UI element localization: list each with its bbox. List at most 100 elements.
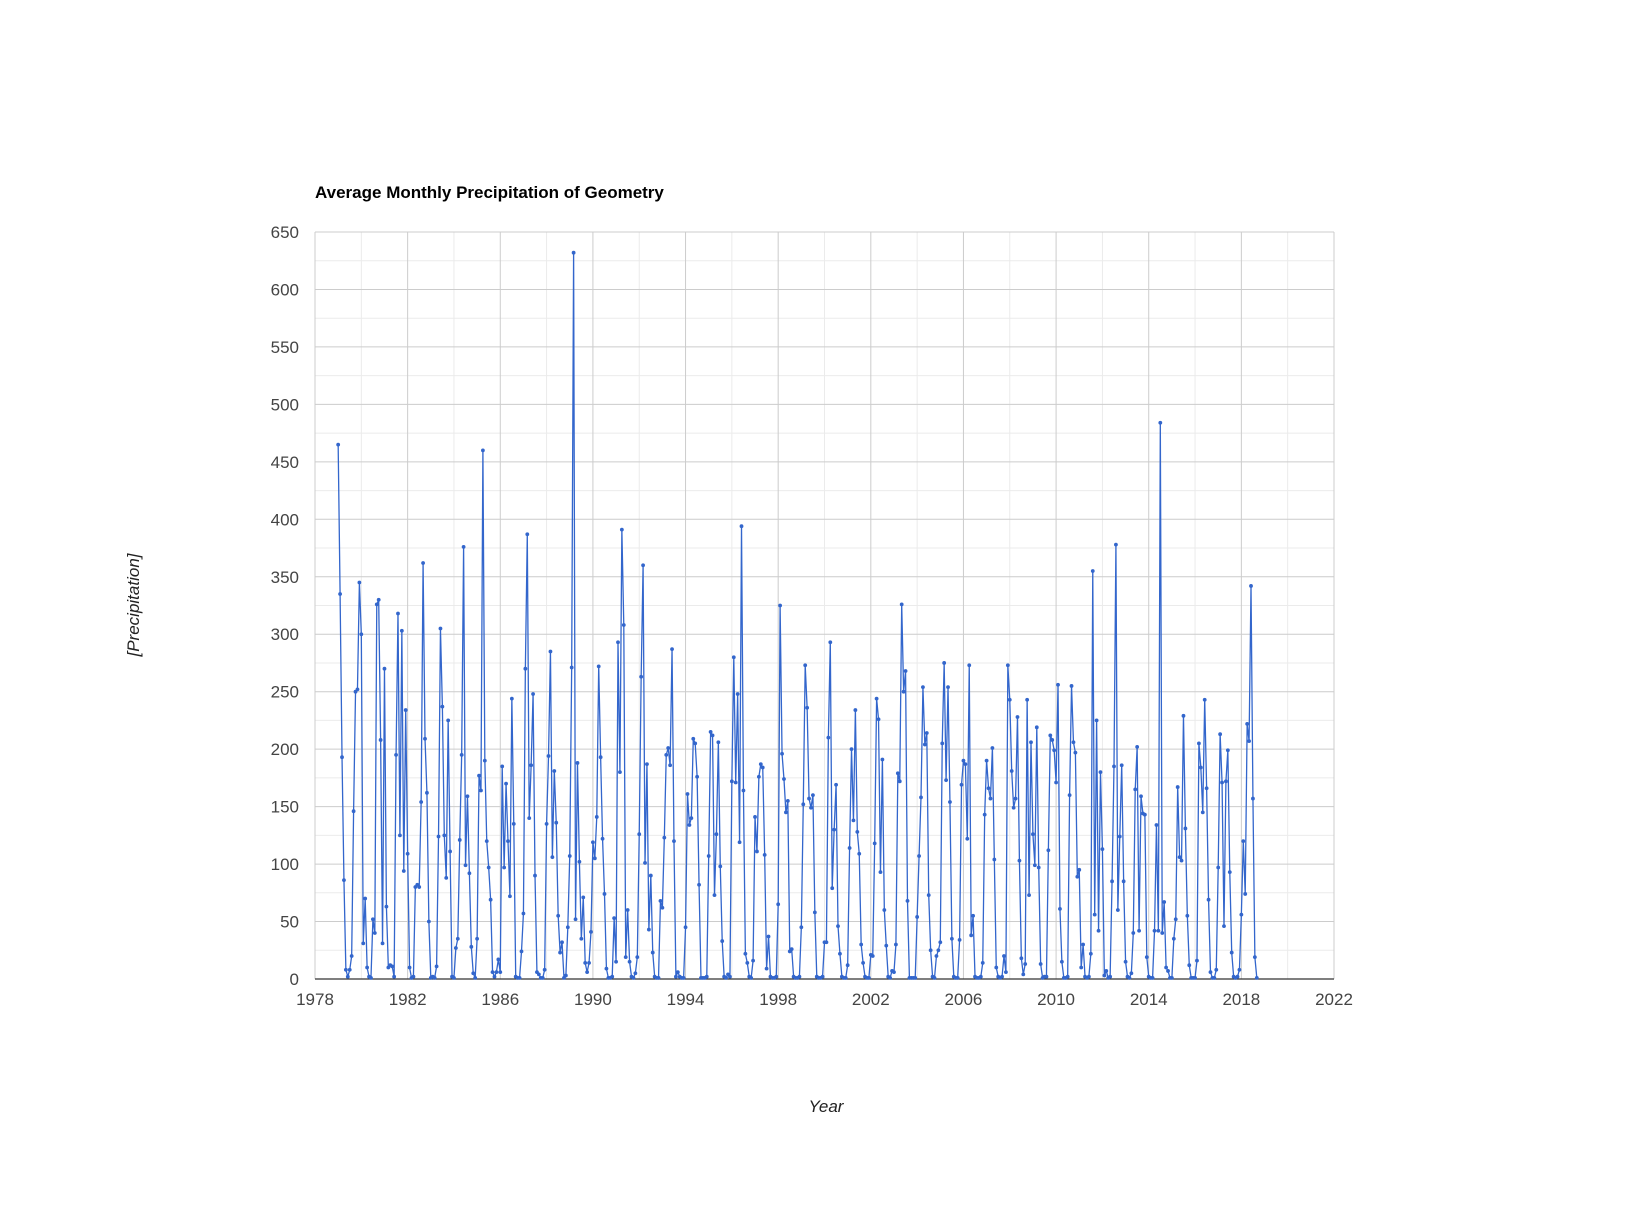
data-point[interactable] — [716, 740, 721, 745]
data-point[interactable] — [619, 527, 624, 532]
data-point[interactable] — [1013, 796, 1018, 801]
data-point[interactable] — [876, 717, 881, 722]
data-point[interactable] — [1235, 974, 1240, 979]
data-point[interactable] — [398, 833, 402, 838]
data-point[interactable] — [504, 781, 508, 786]
data-point[interactable] — [600, 836, 605, 841]
data-point[interactable] — [1150, 975, 1155, 980]
data-point[interactable] — [1237, 967, 1242, 972]
data-point[interactable] — [550, 855, 555, 860]
data-point[interactable] — [1087, 974, 1091, 979]
data-point[interactable] — [1239, 912, 1244, 917]
data-point[interactable] — [635, 955, 640, 960]
data-point[interactable] — [832, 827, 837, 832]
data-point[interactable] — [1038, 962, 1043, 966]
data-point[interactable] — [764, 966, 769, 971]
data-point[interactable] — [894, 942, 898, 947]
data-point[interactable] — [1142, 812, 1147, 817]
data-point[interactable] — [637, 832, 642, 837]
data-point[interactable] — [695, 774, 700, 779]
data-point[interactable] — [405, 851, 410, 856]
data-point[interactable] — [1204, 786, 1209, 791]
data-point[interactable] — [681, 975, 686, 980]
data-point[interactable] — [345, 974, 350, 979]
data-point[interactable] — [1108, 974, 1113, 979]
data-point[interactable] — [392, 974, 397, 979]
data-point[interactable] — [990, 746, 995, 750]
data-point[interactable] — [1195, 958, 1199, 963]
data-point[interactable] — [1169, 975, 1174, 980]
data-point[interactable] — [737, 840, 742, 845]
data-point[interactable] — [1160, 931, 1165, 935]
data-point[interactable] — [440, 704, 445, 709]
data-point[interactable] — [621, 623, 626, 627]
data-point[interactable] — [870, 954, 875, 958]
data-point[interactable] — [648, 873, 653, 878]
data-point[interactable] — [992, 857, 997, 862]
data-point[interactable] — [706, 854, 711, 858]
data-point[interactable] — [496, 957, 501, 962]
data-point[interactable] — [396, 611, 400, 616]
data-point[interactable] — [847, 846, 852, 850]
data-point[interactable] — [683, 925, 688, 930]
data-point[interactable] — [830, 886, 835, 891]
data-point[interactable] — [986, 786, 991, 791]
data-point[interactable] — [374, 602, 379, 607]
data-point[interactable] — [567, 854, 572, 858]
data-point[interactable] — [473, 975, 478, 980]
data-point[interactable] — [836, 924, 840, 929]
data-point[interactable] — [685, 792, 690, 796]
data-point[interactable] — [359, 632, 364, 637]
data-point[interactable] — [1069, 684, 1074, 688]
data-point[interactable] — [803, 663, 808, 668]
data-point[interactable] — [542, 967, 547, 972]
data-point[interactable] — [378, 738, 383, 742]
data-point[interactable] — [843, 975, 848, 980]
data-point[interactable] — [758, 762, 763, 766]
data-point[interactable] — [749, 975, 754, 980]
data-point[interactable] — [438, 626, 443, 631]
data-point[interactable] — [922, 742, 927, 747]
data-point[interactable] — [1216, 865, 1221, 870]
data-point[interactable] — [728, 974, 732, 979]
data-point[interactable] — [668, 763, 673, 768]
data-point[interactable] — [399, 628, 404, 633]
data-point[interactable] — [471, 971, 476, 976]
data-point[interactable] — [343, 967, 348, 972]
data-point[interactable] — [1094, 718, 1099, 723]
data-point[interactable] — [1243, 892, 1248, 896]
data-point[interactable] — [1115, 908, 1120, 912]
data-point[interactable] — [546, 754, 551, 758]
data-point[interactable] — [666, 746, 671, 750]
data-point[interactable] — [1036, 865, 1041, 870]
data-point[interactable] — [338, 592, 342, 596]
data-point[interactable] — [1241, 839, 1246, 843]
data-point[interactable] — [828, 640, 833, 645]
data-point[interactable] — [714, 832, 719, 837]
data-point[interactable] — [708, 730, 713, 734]
data-point[interactable] — [866, 975, 871, 980]
data-point[interactable] — [1154, 823, 1159, 827]
data-point[interactable] — [446, 718, 451, 723]
data-point[interactable] — [1193, 975, 1197, 980]
data-point[interactable] — [662, 835, 667, 840]
data-point[interactable] — [340, 755, 344, 760]
data-point[interactable] — [1185, 913, 1190, 918]
data-point[interactable] — [1177, 855, 1182, 860]
data-point[interactable] — [1009, 769, 1014, 773]
data-point[interactable] — [878, 870, 883, 875]
data-point[interactable] — [693, 741, 698, 746]
data-point[interactable] — [351, 809, 356, 814]
data-point[interactable] — [463, 863, 468, 868]
data-point[interactable] — [899, 602, 904, 607]
data-point[interactable] — [924, 731, 929, 735]
data-point[interactable] — [1152, 928, 1157, 933]
data-point[interactable] — [774, 974, 779, 979]
data-point[interactable] — [1254, 975, 1259, 980]
data-point[interactable] — [928, 948, 933, 953]
data-point[interactable] — [461, 544, 466, 549]
data-point[interactable] — [658, 898, 663, 903]
data-point[interactable] — [1077, 867, 1082, 872]
data-point[interactable] — [556, 913, 561, 918]
data-point[interactable] — [577, 859, 582, 864]
